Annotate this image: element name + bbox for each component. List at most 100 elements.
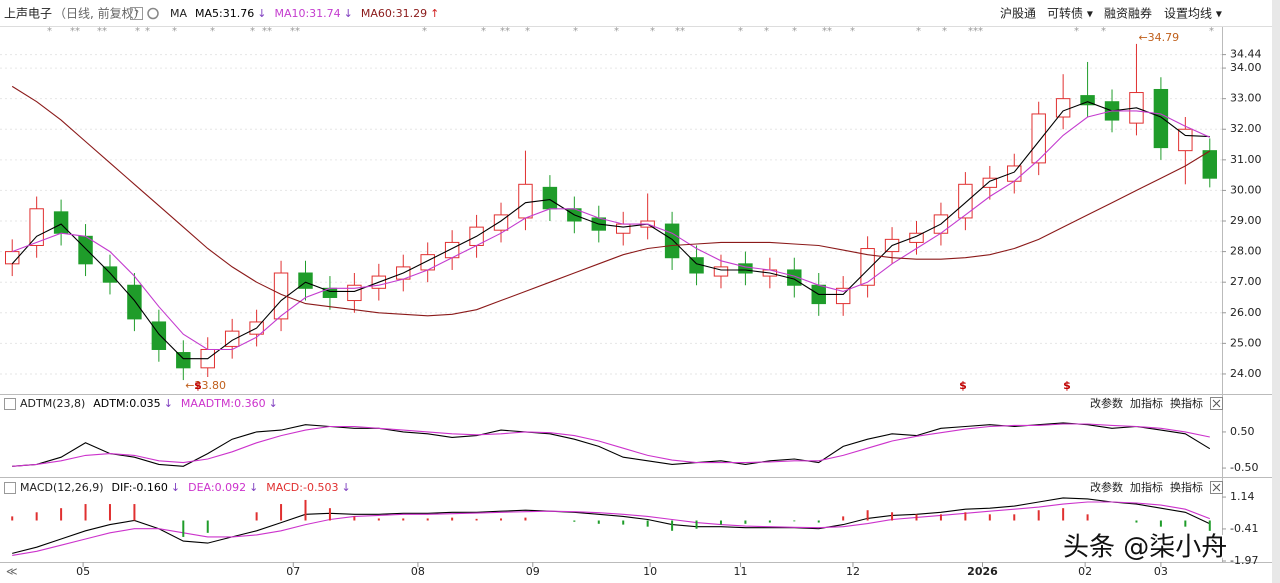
nav-back[interactable]: ≪ — [6, 565, 18, 578]
help-icon[interactable] — [4, 482, 16, 494]
y-tick-label: 30.00 — [1230, 183, 1262, 196]
y-tick-label: 26.00 — [1230, 306, 1262, 319]
panel-button[interactable]: 改参数 — [1090, 396, 1123, 410]
event-mark: * — [1209, 26, 1214, 37]
toolbar-button[interactable]: 融资融券 — [1104, 6, 1152, 21]
candle-body — [176, 352, 191, 369]
legend-label: MA5:31.76 — [195, 7, 254, 20]
series-line — [12, 110, 1211, 351]
y-tick-label: 34.44 — [1230, 48, 1262, 61]
close-glyph — [1212, 483, 1221, 492]
indicator-title: MA — [170, 7, 187, 20]
close-button[interactable] — [1210, 481, 1223, 494]
panel-button[interactable]: 换指标 — [1170, 396, 1203, 410]
margin-mark: $ — [194, 379, 202, 392]
event-mark: * — [481, 26, 486, 37]
trend-arrow: ↓ — [257, 7, 266, 20]
y-tick-label: 32.00 — [1230, 122, 1262, 135]
candle-body — [151, 321, 167, 350]
panel-button[interactable]: 加指标 — [1130, 480, 1163, 494]
y-tick-label: -1.97 — [1230, 554, 1258, 567]
x-tick-label: 11 — [734, 565, 748, 578]
event-mark: * — [145, 26, 150, 37]
candle-body — [738, 263, 753, 274]
trend-arrow: ↓ — [341, 481, 350, 494]
legend-label: DEA:0.092 — [188, 481, 246, 494]
legend-label: MA60:31.29 — [361, 7, 427, 20]
close-button[interactable] — [1210, 397, 1223, 410]
trend-arrow: ↓ — [171, 481, 180, 494]
candle-body — [78, 235, 93, 265]
candle-body — [542, 186, 558, 210]
event-mark: ** — [262, 26, 272, 37]
event-mark: * — [250, 26, 255, 37]
candle-body — [615, 223, 631, 234]
candle-body — [1080, 95, 1095, 106]
y-tick-label: -0.41 — [1230, 522, 1258, 535]
series-line — [11, 101, 1210, 360]
panel-button[interactable]: 改参数 — [1090, 480, 1123, 494]
y-tick-label: 0.50 — [1230, 425, 1255, 438]
x-tick-label: 08 — [411, 565, 425, 578]
toolbar-button[interactable]: 可转债 ▾ — [1047, 6, 1093, 21]
candle-body — [1055, 98, 1071, 118]
panel-button[interactable]: 加指标 — [1130, 396, 1163, 410]
chart-mode: （日线, 前复权） — [54, 6, 146, 21]
panel-button[interactable]: 换指标 — [1170, 480, 1203, 494]
event-mark: * — [792, 26, 797, 37]
close-glyph — [1212, 399, 1221, 408]
candle-body — [347, 284, 362, 302]
x-tick-label: 2026 — [967, 565, 998, 578]
candle-body — [958, 183, 973, 219]
event-mark: ** — [70, 26, 80, 37]
scrollbar[interactable] — [1272, 0, 1280, 583]
watermark: 头条 @柒小舟 — [1063, 533, 1227, 563]
event-mark: ** — [290, 26, 300, 37]
help-icon[interactable] — [130, 7, 143, 20]
stock-name: 上声电子 — [4, 7, 52, 21]
event-mark: * — [916, 26, 921, 37]
legend-label: MAADTM:0.360 — [181, 397, 266, 410]
trend-arrow: ↓ — [269, 397, 278, 410]
trend-arrow: ↓ — [164, 397, 173, 410]
event-mark: * — [525, 26, 530, 37]
event-mark: * — [614, 26, 619, 37]
candle-body — [713, 266, 729, 277]
y-tick-label: 33.00 — [1230, 92, 1262, 105]
legend-label: MACD:-0.503 — [266, 481, 338, 494]
event-mark: ** — [822, 26, 832, 37]
y-tick-label: -0.50 — [1230, 461, 1258, 474]
x-tick-label: 07 — [286, 565, 300, 578]
event-mark: * — [1101, 26, 1106, 37]
help-glyph: ? — [134, 10, 139, 20]
event-mark: *** — [968, 26, 983, 37]
event-mark: * — [650, 26, 655, 37]
help-icon[interactable] — [4, 398, 16, 410]
series-line — [12, 423, 1210, 467]
series-line — [12, 497, 1211, 554]
legend-label: ADTM:0.035 — [93, 397, 160, 410]
x-tick-label: 02 — [1078, 565, 1092, 578]
event-mark: ** — [97, 26, 107, 37]
event-mark: * — [850, 26, 855, 37]
event-mark: * — [135, 26, 140, 37]
settings-icon[interactable] — [147, 7, 159, 20]
event-mark: ** — [500, 26, 510, 37]
event-mark: * — [764, 26, 769, 37]
x-tick-label: 05 — [76, 565, 90, 578]
margin-mark: $ — [1063, 379, 1071, 392]
series-line — [12, 422, 1211, 467]
toolbar-button[interactable]: 沪股通 — [1000, 7, 1036, 21]
y-tick-label: 1.14 — [1230, 490, 1255, 503]
extreme-label: ←34.79 — [1138, 31, 1179, 44]
series-line — [11, 85, 1211, 317]
candle-body — [1153, 88, 1169, 149]
candle-body — [127, 284, 142, 320]
toolbar-button[interactable]: 设置均线 ▾ — [1164, 7, 1222, 21]
indicator-title: ADTM(23,8) — [20, 397, 85, 410]
y-tick-label: 24.00 — [1230, 367, 1262, 380]
x-tick-label: 03 — [1154, 565, 1168, 578]
